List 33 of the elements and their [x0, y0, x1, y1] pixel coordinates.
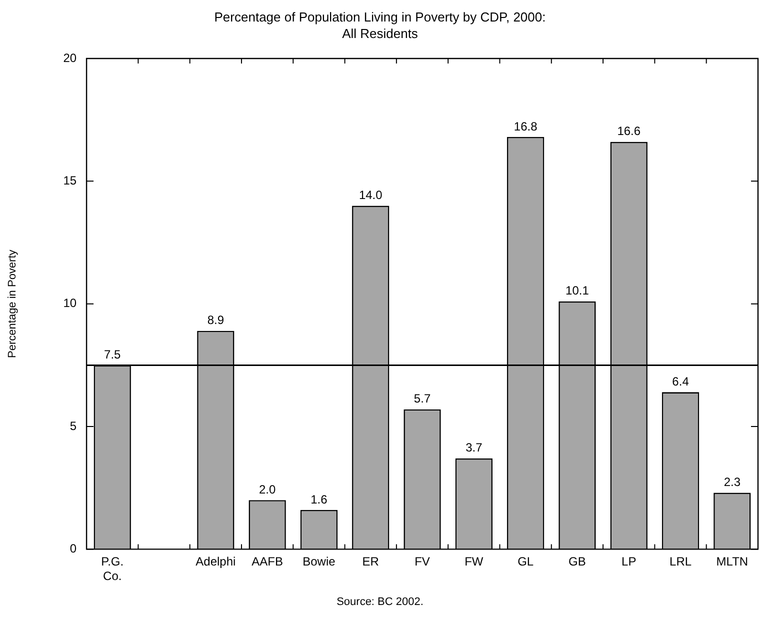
x-tick-label: LRL: [670, 554, 692, 569]
x-tick-label: GB: [568, 554, 586, 569]
data-label: 7.5: [104, 348, 122, 362]
x-tick-label: FV: [414, 554, 430, 569]
data-label: 8.9: [207, 313, 224, 328]
data-label: 2.3: [724, 475, 741, 490]
data-label: 5.7: [414, 392, 431, 406]
y-axis-title: Percentage in Poverty: [6, 249, 19, 358]
y-tick-label: 10: [63, 296, 77, 310]
y-tick-label: 0: [70, 542, 77, 556]
source-note: Source: BC 2002.: [336, 596, 424, 608]
y-tick-label: 15: [63, 173, 77, 188]
x-tick-label: LP: [622, 554, 636, 569]
x-tick-label: FW: [464, 554, 484, 569]
x-tick-label: GL: [518, 554, 534, 569]
y-tick-label: 5: [70, 418, 77, 433]
data-label: 1.6: [310, 492, 328, 506]
data-label: 16.8: [514, 119, 538, 134]
x-tick-label: Adelphi: [196, 554, 236, 569]
chart-subtitle: All Residents: [342, 26, 418, 41]
data-label: 3.7: [466, 440, 483, 455]
x-tick-label: P.G. Co.: [101, 554, 124, 584]
x-tick-label: MLTN: [716, 554, 748, 569]
data-label: 2.0: [258, 482, 276, 496]
y-tick-label: 20: [63, 50, 77, 65]
x-tick-label: Bowie: [302, 554, 336, 569]
data-label: 6.4: [672, 374, 690, 388]
chart-title: Percentage of Population Living in Poverty by CDP, 2000:: [214, 10, 546, 25]
x-tick-label: ER: [362, 554, 380, 569]
data-label: 16.6: [617, 124, 641, 138]
x-tick-label: AAFB: [252, 554, 283, 569]
data-label: 10.1: [566, 284, 590, 298]
data-label: 14.0: [358, 188, 383, 202]
